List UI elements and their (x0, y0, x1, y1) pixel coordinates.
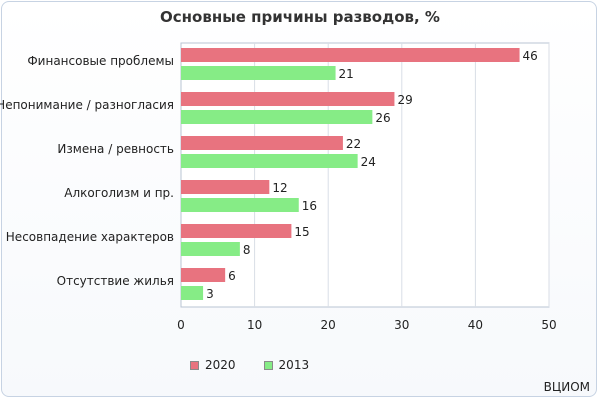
value-label: 16 (302, 199, 317, 213)
value-label: 21 (339, 67, 354, 81)
value-label: 8 (243, 243, 251, 257)
category-label: Алкоголизм и пр. (64, 186, 174, 200)
x-tick-label: 0 (177, 318, 185, 332)
value-label: 12 (272, 181, 287, 195)
legend-swatch-2013 (263, 360, 273, 370)
bar-2020[interactable] (181, 92, 395, 106)
x-tick-label: 50 (541, 318, 556, 332)
category-label: Финансовые проблемы (27, 54, 174, 68)
bar-2020[interactable] (181, 180, 270, 194)
bar-2013[interactable] (181, 198, 299, 212)
bar-2020[interactable] (181, 48, 520, 62)
category-label: Несовпадение характеров (6, 230, 174, 244)
x-tick-label: 10 (247, 318, 262, 332)
chart-title: Основные причины разводов, % (160, 8, 440, 26)
value-label: 15 (294, 225, 309, 239)
x-tick-label: 30 (394, 318, 409, 332)
legend-label-2013: 2013 (278, 358, 310, 372)
value-label: 22 (346, 137, 361, 151)
bar-2013[interactable] (181, 110, 373, 124)
bar-2013[interactable] (181, 154, 358, 168)
value-label: 6 (228, 269, 236, 283)
bar-2013[interactable] (181, 286, 204, 300)
bar-2020[interactable] (181, 136, 343, 150)
bar-2013[interactable] (181, 66, 336, 80)
legend-item-2013[interactable]: 2013 (263, 358, 310, 372)
bar-2020[interactable] (181, 268, 226, 282)
x-tick-label: 40 (468, 318, 483, 332)
bar-2013[interactable] (181, 242, 240, 256)
plot-area (180, 42, 550, 308)
legend-label-2020: 2020 (205, 358, 236, 372)
value-label: 29 (397, 93, 412, 107)
legend: 2020 2013 (190, 358, 309, 372)
legend-swatch-2020 (190, 360, 199, 370)
value-label: 46 (523, 49, 538, 63)
value-label: 24 (361, 155, 376, 169)
value-label: 3 (206, 287, 214, 301)
bar-2020[interactable] (181, 224, 292, 238)
value-label: 26 (375, 111, 390, 125)
source-label: ВЦИОМ (543, 380, 590, 394)
category-label: Измена / ревность (57, 142, 174, 156)
category-label: Непонимание / разногласия (0, 98, 174, 112)
x-tick-label: 20 (321, 318, 336, 332)
legend-item-2020[interactable]: 2020 (190, 358, 236, 372)
category-label: Отсутствие жилья (57, 274, 174, 288)
